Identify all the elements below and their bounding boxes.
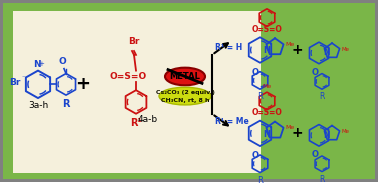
Ellipse shape: [165, 68, 205, 85]
Text: 3a-h: 3a-h: [28, 101, 48, 110]
Text: Me: Me: [341, 129, 349, 134]
FancyBboxPatch shape: [3, 3, 375, 179]
Text: Me: Me: [341, 46, 349, 52]
Text: O: O: [311, 150, 319, 159]
Ellipse shape: [159, 87, 211, 105]
Text: +: +: [291, 43, 303, 57]
Text: R: R: [319, 174, 325, 184]
Text: O=S=O: O=S=O: [252, 25, 282, 34]
FancyBboxPatch shape: [0, 0, 378, 182]
Text: N: N: [263, 130, 271, 139]
Text: R: R: [257, 92, 263, 101]
Text: N: N: [323, 48, 329, 57]
Text: R: R: [62, 99, 70, 109]
Text: N: N: [263, 46, 271, 55]
Text: +: +: [39, 61, 45, 67]
Text: R: R: [319, 92, 325, 101]
Text: R¹: R¹: [130, 118, 142, 128]
Text: METAL: METAL: [170, 72, 200, 81]
Text: Br: Br: [128, 37, 140, 46]
Text: +: +: [76, 75, 90, 93]
Text: O: O: [58, 57, 66, 66]
Text: 4a-b: 4a-b: [138, 115, 158, 124]
Text: O=S=O: O=S=O: [109, 72, 147, 81]
Text: Me: Me: [285, 125, 294, 130]
Text: Me: Me: [285, 42, 294, 47]
Text: N: N: [323, 131, 329, 140]
Text: CH₃CN, rt, 8 h: CH₃CN, rt, 8 h: [161, 97, 209, 102]
FancyBboxPatch shape: [13, 11, 261, 173]
Text: N: N: [33, 60, 41, 69]
Text: O: O: [251, 68, 259, 77]
Text: +: +: [291, 126, 303, 140]
Text: O: O: [251, 151, 259, 160]
Text: R¹ = H: R¹ = H: [215, 43, 242, 52]
Text: ⁻: ⁻: [21, 76, 25, 81]
Text: Me: Me: [262, 84, 272, 89]
Text: Br: Br: [9, 78, 20, 87]
Text: O: O: [311, 68, 319, 77]
Text: O=S=O: O=S=O: [252, 108, 282, 117]
Text: R: R: [257, 176, 263, 185]
Text: Cs₂CO₃ (2 equiv.): Cs₂CO₃ (2 equiv.): [156, 90, 214, 95]
Text: R¹ = Me: R¹ = Me: [215, 117, 249, 126]
